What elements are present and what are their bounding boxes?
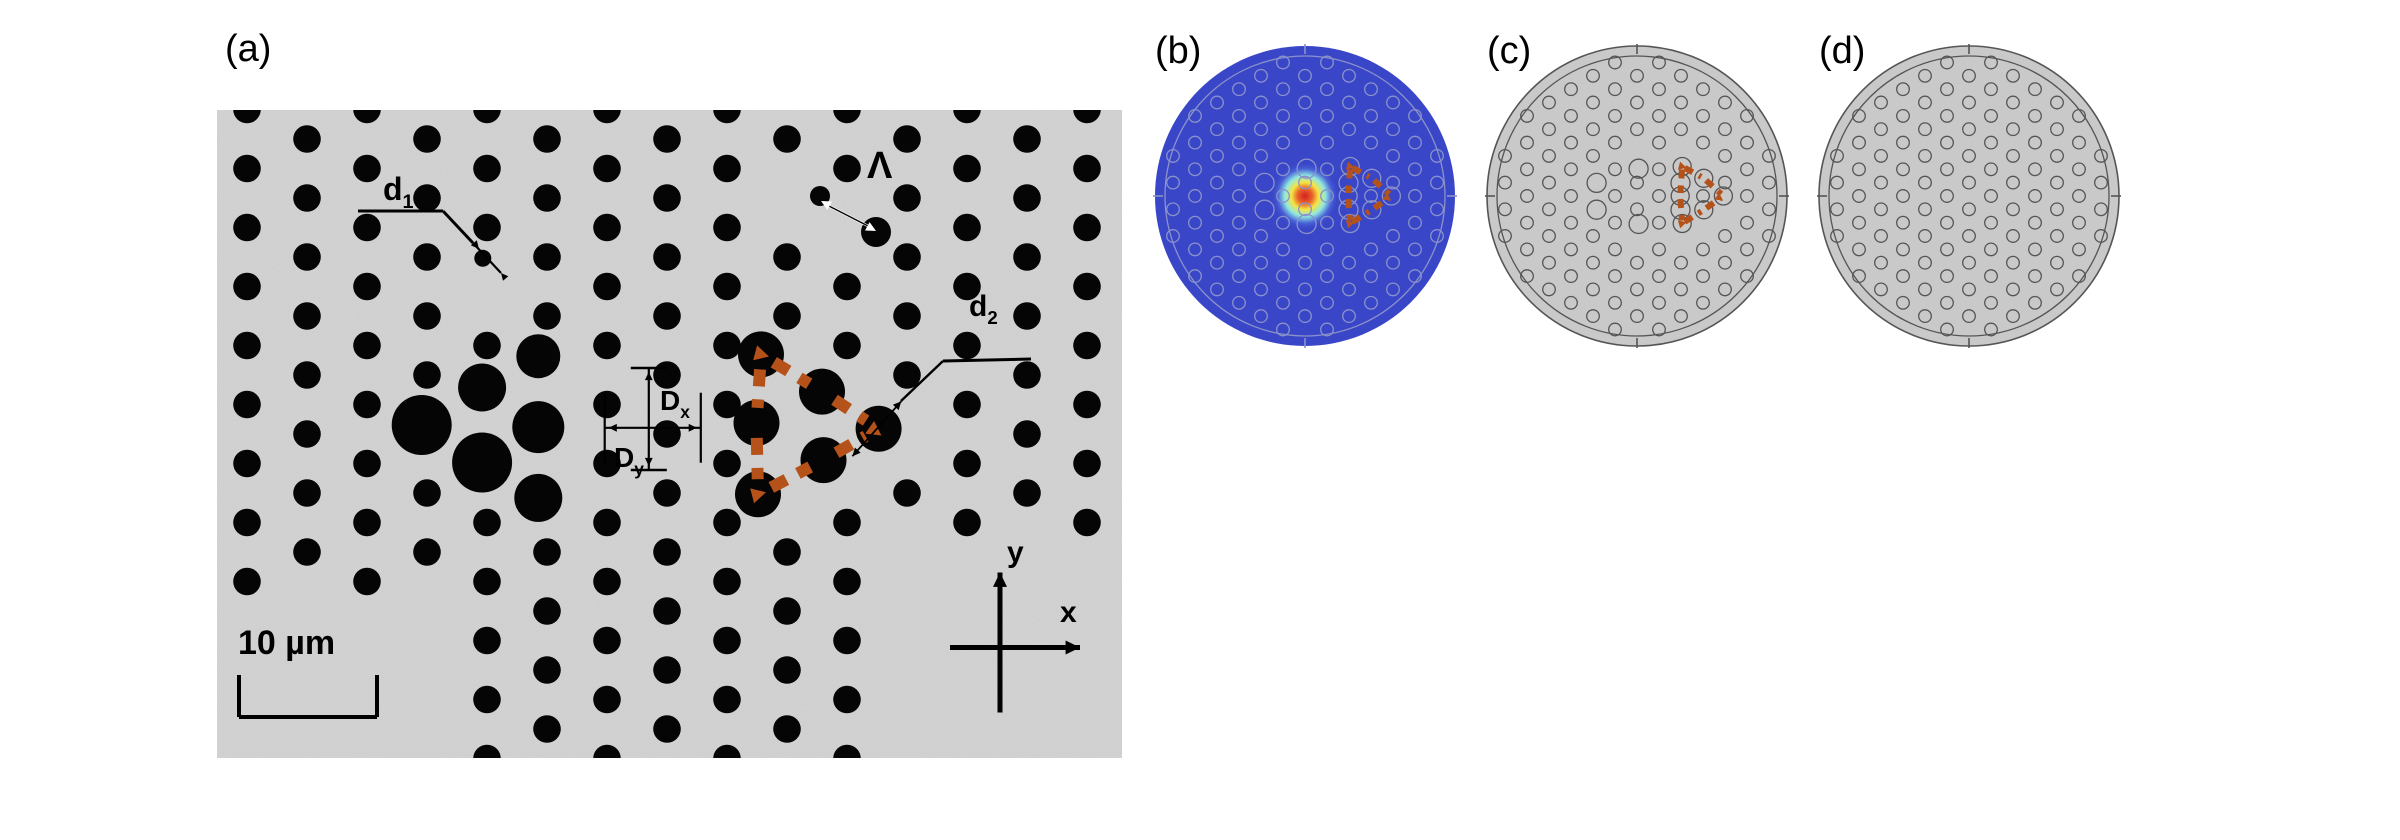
svg-text:x: x [1060,596,1077,629]
svg-text:10 µm: 10 µm [238,624,335,662]
svg-text:Λ: Λ [867,145,893,187]
svg-text:y: y [1007,536,1024,569]
